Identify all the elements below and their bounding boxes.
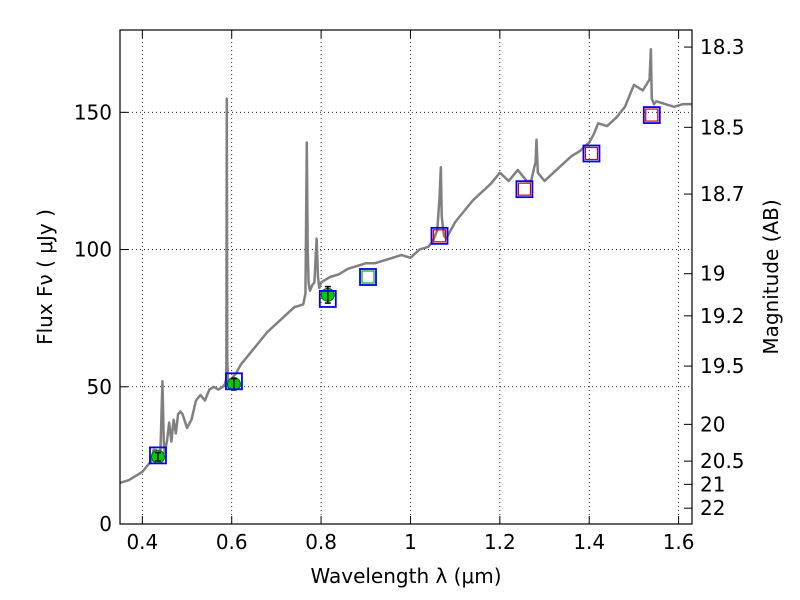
upper-limit-marker bbox=[517, 182, 532, 196]
plot-frame bbox=[119, 29, 693, 525]
x-tick-label: 0.6 bbox=[216, 530, 248, 554]
x-tick-label: 0.8 bbox=[305, 530, 337, 554]
y-right-tick-label: 18.3 bbox=[700, 35, 745, 59]
y-right-tick-label: 18.5 bbox=[700, 115, 745, 139]
model-photometry-marker bbox=[225, 372, 243, 391]
upper-limit-marker bbox=[361, 270, 375, 284]
y-right-tick-label: 20 bbox=[700, 412, 725, 436]
axes: 0.4 0.6 0.8 1 1.2 1.4 1.6 0 50 100 150 18.3 18.5 18.7… bbox=[74, 29, 745, 554]
model-photometry-marker bbox=[430, 226, 449, 245]
x-tick-label: 0.4 bbox=[126, 530, 158, 554]
y-right-tick-label: 18.7 bbox=[700, 182, 745, 206]
model-photometry-marker bbox=[582, 144, 601, 163]
y-right-tick-label: 20.5 bbox=[700, 449, 745, 473]
upper-limit-marker bbox=[584, 146, 599, 161]
y-right-tick-label: 21 bbox=[700, 472, 725, 496]
y-right-tick-label: 19.5 bbox=[700, 354, 745, 378]
upper-limit-marker bbox=[432, 229, 447, 243]
y-right-tick-label: 19.2 bbox=[700, 304, 745, 328]
upper-limit-marker bbox=[645, 108, 659, 122]
y-axis-right-title: Magnitude (AB) bbox=[759, 199, 783, 354]
y-right-tick-label: 22 bbox=[700, 496, 725, 520]
model-photometry-marker bbox=[359, 268, 377, 286]
model-photometry-marker bbox=[515, 180, 534, 199]
x-tick-label: 1.6 bbox=[663, 530, 695, 554]
model-photometry-marker bbox=[149, 446, 167, 465]
x-axis-title: Wavelength λ (μm) bbox=[310, 564, 501, 588]
plot-area bbox=[119, 47, 692, 485]
y-right-tick-label: 19 bbox=[700, 262, 725, 286]
spectrum-line bbox=[119, 47, 692, 485]
y-tick-label: 0 bbox=[99, 512, 112, 536]
y-tick-label: 50 bbox=[87, 375, 112, 399]
y-tick-label: 100 bbox=[74, 238, 112, 262]
model-photometry-marker bbox=[642, 106, 661, 124]
y-tick-label: 150 bbox=[74, 100, 112, 124]
y-axis-title: Flux Fν ( μJy ) bbox=[33, 209, 57, 345]
grid-lines bbox=[120, 30, 692, 525]
x-tick-label: 1.2 bbox=[484, 530, 516, 554]
model-photometry-marker bbox=[318, 290, 337, 308]
x-tick-label: 1 bbox=[404, 530, 417, 554]
x-tick-label: 1.4 bbox=[573, 530, 605, 554]
